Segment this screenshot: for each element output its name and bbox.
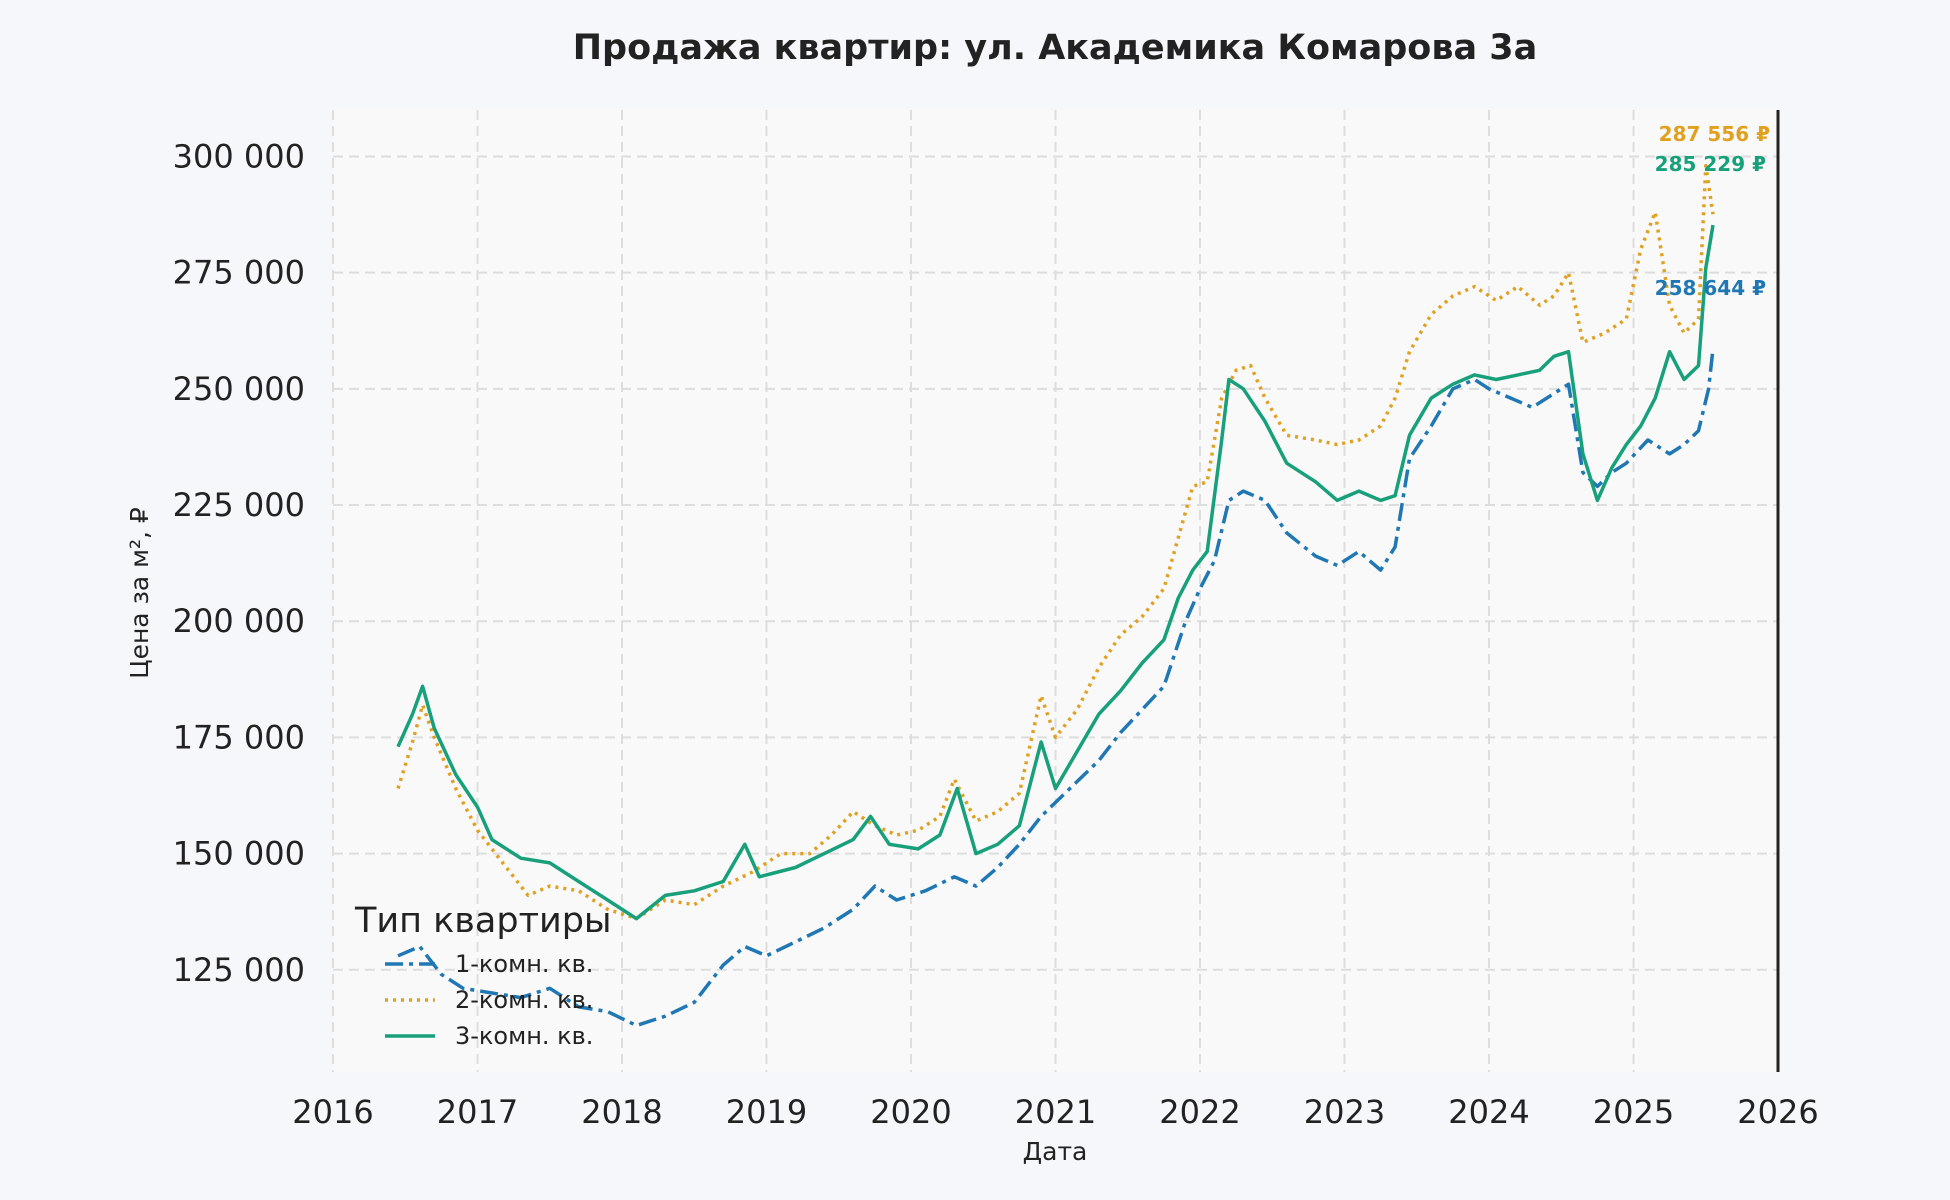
series-line	[396, 224, 1715, 921]
y-tick-label: 275 000	[173, 254, 305, 292]
end-value-label: 287 556 ₽	[1659, 122, 1770, 146]
y-tick-label: 150 000	[173, 835, 305, 873]
y-tick-label: 125 000	[173, 951, 305, 989]
tick-labels: 125 000 150 000 175 000 200 000 225 000 250 0…	[173, 137, 1819, 1131]
legend: Тип квартиры 1-комн. кв. 2-комн. кв. 3-ком…	[354, 901, 612, 1050]
x-tick-label: 2016	[292, 1093, 373, 1131]
y-tick-label: 300 000	[173, 137, 305, 175]
x-tick-label: 2019	[726, 1093, 807, 1131]
series-line	[397, 348, 1715, 1028]
x-tick-label: 2021	[1015, 1093, 1096, 1131]
end-value-labels: 258 644 ₽ 287 556 ₽ 285 229 ₽	[1655, 122, 1770, 300]
x-tick-label: 2026	[1737, 1093, 1818, 1131]
x-axis-title: Дата	[1023, 1137, 1088, 1166]
y-tick-label: 250 000	[173, 370, 305, 408]
chart-title: Продажа квартир: ул. Академика Комарова …	[573, 28, 1538, 68]
legend-items: 1-комн. кв. 2-комн. кв. 3-комн. кв.	[385, 950, 593, 1050]
legend-label: 3-комн. кв.	[455, 1022, 593, 1050]
x-tick-label: 2025	[1593, 1093, 1674, 1131]
legend-label: 1-комн. кв.	[455, 950, 593, 978]
x-tick-label: 2018	[581, 1093, 662, 1131]
x-tick-label: 2017	[437, 1093, 518, 1131]
x-tick-label: 2022	[1159, 1093, 1240, 1131]
series-group	[396, 164, 1715, 1028]
y-tick-label: 200 000	[173, 602, 305, 640]
y-tick-label: 225 000	[173, 486, 305, 524]
legend-label: 2-комн. кв.	[455, 986, 593, 1014]
x-tick-label: 2023	[1304, 1093, 1385, 1131]
y-axis-title: Цена за м², ₽	[125, 507, 154, 679]
end-value-label: 258 644 ₽	[1655, 276, 1766, 300]
y-tick-label: 175 000	[173, 718, 305, 756]
x-tick-label: 2020	[870, 1093, 951, 1131]
end-value-label: 285 229 ₽	[1655, 152, 1766, 176]
legend-title: Тип квартиры	[354, 901, 612, 941]
x-tick-label: 2024	[1448, 1093, 1529, 1131]
